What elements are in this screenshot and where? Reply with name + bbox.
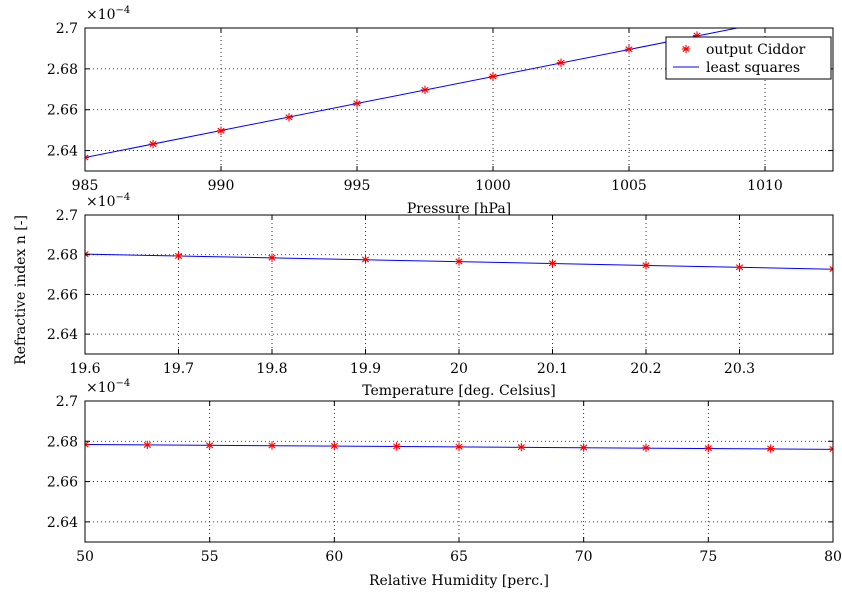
data-point (85, 440, 90, 449)
x-tick-label: 1010 (747, 178, 783, 194)
data-point (420, 85, 430, 95)
data-point (641, 443, 651, 452)
y-tick-label: 2.64 (47, 327, 78, 343)
data-point (143, 440, 152, 450)
data-point (267, 441, 277, 450)
data-point (766, 444, 775, 453)
data-point (548, 259, 557, 268)
data-point (761, 18, 769, 26)
axes-frame (84, 27, 834, 172)
y-tick-label: 2.7 (56, 394, 78, 410)
data-point (828, 264, 833, 274)
data-point (205, 441, 214, 450)
y-tick-label: 2.64 (47, 515, 78, 531)
panel-3: 50 55 60 65 70 75 80 2.64 2.66 2.68 2.7 ×10−4 Relati… (47, 378, 842, 589)
y-tick-label: 2.68 (47, 248, 78, 264)
y-tick-label: 2.7 (56, 21, 78, 37)
data-point (216, 126, 226, 135)
x-tick-label: 990 (208, 178, 235, 194)
x-tick-label: 19.8 (256, 361, 287, 377)
data-point (704, 443, 713, 453)
data-point (392, 442, 401, 451)
data-point (174, 251, 183, 261)
panel-2: 19.6 19.7 19.8 19.9 20 20.1 20.2 20.3 2.64 2.66 2.… (47, 192, 834, 399)
x-tick-label: 80 (824, 549, 842, 565)
data-point (148, 139, 158, 149)
legend: output Ciddor least squares (665, 36, 832, 80)
data-point (735, 263, 744, 272)
legend-entry-line: least squares (706, 60, 800, 76)
y-tick-label: 2.66 (47, 475, 78, 491)
data-point (828, 444, 833, 454)
data-point (352, 99, 362, 108)
x-tick-label: 19.6 (69, 361, 100, 377)
x-tick-label: 20.1 (537, 361, 568, 377)
data-point (556, 58, 566, 67)
legend-marker-icon (681, 44, 691, 54)
y-tick-label: 2.68 (47, 434, 78, 450)
plot-area (85, 18, 769, 162)
data-point (85, 249, 90, 259)
least-squares-line (85, 28, 740, 159)
y-tick-label: 2.64 (47, 144, 78, 160)
x-tick-label: 19.9 (350, 361, 381, 377)
x-tick-label: 20.2 (630, 361, 661, 377)
y-tick-label: 2.7 (56, 208, 78, 224)
plot-area (85, 249, 833, 274)
x-tick-label: 70 (575, 549, 593, 565)
data-point (284, 113, 294, 122)
panel-1: 985 990 995 1000 1005 1010 2.64 2.66 2.68 2.7 ×10−… (47, 5, 834, 217)
x-tick-label: 1000 (475, 178, 511, 194)
data-point (641, 261, 651, 270)
x-tick-label: 60 (325, 549, 343, 565)
data-point (454, 442, 464, 451)
x-tick-label: 995 (344, 178, 371, 194)
x-tick-label: 19.7 (163, 361, 194, 377)
y-tick-label: 2.68 (47, 62, 78, 78)
shared-y-axis-label: Refractive index n [-] (13, 215, 29, 365)
x-tick-label: 985 (72, 178, 99, 194)
x-axis-label: Relative Humidity [perc.] (369, 573, 549, 589)
data-point (454, 257, 464, 266)
data-point (267, 253, 277, 262)
x-axis-label: Pressure [hPa] (407, 201, 511, 217)
y-tick-label: 2.66 (47, 103, 78, 119)
y-multiplier-label: ×10−4 (86, 5, 130, 23)
x-tick-label: 20 (450, 361, 468, 377)
x-tick-label: 50 (76, 549, 94, 565)
legend-entry-markers: output Ciddor (706, 42, 806, 58)
data-point (488, 72, 498, 81)
x-tick-label: 55 (201, 549, 219, 565)
x-tick-label: 1005 (611, 178, 647, 194)
data-point (361, 255, 370, 264)
x-tick-label: 20.3 (724, 361, 755, 377)
data-point (579, 443, 588, 452)
x-tick-label: 75 (699, 549, 717, 565)
axes-frame (84, 400, 834, 543)
data-point (85, 153, 90, 162)
y-multiplier-label: ×10−4 (86, 378, 130, 396)
y-tick-label: 2.66 (47, 287, 78, 303)
data-point (624, 45, 634, 54)
x-tick-label: 65 (450, 549, 468, 565)
x-axis-label: Temperature [deg. Celsius] (362, 383, 556, 399)
plot-area (85, 440, 833, 454)
y-multiplier-label: ×10−4 (86, 192, 130, 210)
data-point (517, 442, 526, 452)
data-point (330, 441, 339, 451)
